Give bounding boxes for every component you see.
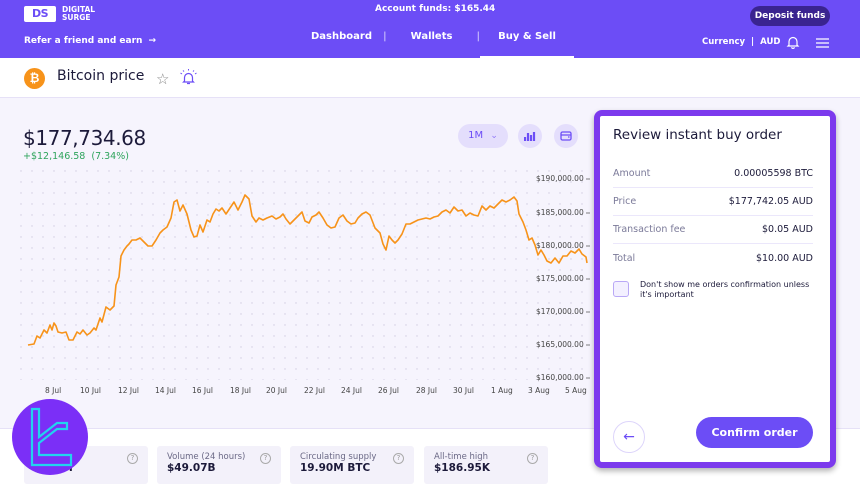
range-value: 1M xyxy=(468,130,484,141)
change-percent: (7.34%) xyxy=(91,151,129,162)
y-axis-label: $165,000.00 xyxy=(536,340,584,349)
wallet-button[interactable] xyxy=(554,124,578,148)
price-line xyxy=(27,194,588,346)
stat-all-time-high: All-time high $186.95K ? xyxy=(424,446,548,484)
y-axis-label: $170,000.00 xyxy=(536,307,584,316)
y-axis-label: $175,000.00 xyxy=(536,274,584,283)
account-funds: Account funds: $165.44 xyxy=(375,4,496,14)
bar-chart-icon xyxy=(523,132,536,141)
order-row-price: Price $177,742.05 AUD xyxy=(613,188,813,216)
x-axis-label: 16 Jul xyxy=(192,386,213,395)
price-alert-icon[interactable] xyxy=(180,69,197,86)
x-axis-label: 24 Jul xyxy=(341,386,362,395)
notification-bell-icon[interactable] xyxy=(786,35,800,49)
help-icon[interactable]: ? xyxy=(127,453,138,464)
help-icon[interactable]: ? xyxy=(393,453,404,464)
x-axis-label: 14 Jul xyxy=(155,386,176,395)
row-label: Price xyxy=(613,196,637,207)
arrow-right-icon: → xyxy=(148,36,156,46)
dont-show-confirmation-checkbox[interactable] xyxy=(613,281,629,297)
currency-divider: | xyxy=(751,37,755,47)
back-button[interactable]: ← xyxy=(613,421,645,453)
confirm-order-button[interactable]: Confirm order xyxy=(696,417,813,448)
arrow-left-icon: ← xyxy=(623,429,635,445)
checkbox-label: Don't show me orders confirmation unless… xyxy=(640,280,810,299)
row-value: 0.00005598 BTC xyxy=(734,168,813,179)
asset-header xyxy=(0,58,860,98)
nav-dashboard[interactable]: Dashboard xyxy=(311,31,372,42)
help-icon[interactable]: ? xyxy=(260,453,271,464)
change-absolute: +$12,146.58 xyxy=(23,151,86,162)
stat-circulating-supply: Circulating supply 19.90M BTC ? xyxy=(290,446,414,484)
page-title: Bitcoin price xyxy=(57,68,145,84)
chart-type-button[interactable] xyxy=(518,124,542,148)
x-axis-label: 5 Aug xyxy=(565,386,587,395)
x-axis-label: 12 Jul xyxy=(118,386,139,395)
row-value: $0.05 AUD xyxy=(762,224,813,235)
top-navigation-bar: DS DIGITAL SURGE Refer a friend and earn… xyxy=(0,0,860,58)
logo-line-1: DIGITAL xyxy=(62,5,96,14)
tc-logo-icon xyxy=(30,407,73,467)
modal-title: Review instant buy order xyxy=(613,127,782,143)
y-axis-label: $160,000.00 xyxy=(536,373,584,382)
logo-line-2: SURGE xyxy=(62,13,91,22)
row-label: Transaction fee xyxy=(613,224,686,235)
stat-label: Volume (24 hours) xyxy=(167,452,246,462)
x-axis-label: 10 Jul xyxy=(80,386,101,395)
stat-value: $49.07B xyxy=(167,462,216,474)
order-row-amount: Amount 0.00005598 BTC xyxy=(613,160,813,188)
stat-label: All-time high xyxy=(434,452,489,462)
watermark-logo xyxy=(12,399,88,475)
price-change: +$12,146.58 (7.34%) xyxy=(23,151,129,162)
x-axis-label: 22 Jul xyxy=(304,386,325,395)
currency-selector[interactable]: Currency | AUD xyxy=(702,37,780,47)
stat-volume: Volume (24 hours) $49.07B ? xyxy=(157,446,281,484)
row-value: $10.00 AUD xyxy=(755,252,813,264)
nav-buy-sell[interactable]: Buy & Sell xyxy=(480,30,574,58)
x-axis-label: 18 Jul xyxy=(230,386,251,395)
nav-divider: | xyxy=(476,31,481,42)
x-axis-label: 26 Jul xyxy=(378,386,399,395)
y-axis-label: $180,000.00 xyxy=(536,241,584,250)
deposit-funds-button[interactable]: Deposit funds xyxy=(750,6,830,26)
favorite-star-icon[interactable]: ☆ xyxy=(156,70,170,88)
x-axis-label: 8 Jul xyxy=(45,386,62,395)
logo-mark: DS xyxy=(24,6,56,22)
y-axis-label: $185,000.00 xyxy=(536,208,584,217)
logo-text: DIGITAL SURGE xyxy=(62,6,95,22)
currency-label: Currency xyxy=(702,37,746,47)
price-chart[interactable] xyxy=(20,170,592,400)
x-axis-label: 20 Jul xyxy=(266,386,287,395)
current-price: $177,734.68 xyxy=(23,126,146,150)
stat-label: Circulating supply xyxy=(300,452,377,462)
order-row-fee: Transaction fee $0.05 AUD xyxy=(613,216,813,244)
range-selector[interactable]: 1M ⌄ xyxy=(458,124,508,148)
help-icon[interactable]: ? xyxy=(527,453,538,464)
order-row-total: Total $10.00 AUD xyxy=(613,244,813,272)
x-axis-label: 30 Jul xyxy=(453,386,474,395)
stat-value: $186.95K xyxy=(434,462,490,474)
nav-divider: | xyxy=(383,31,387,42)
x-axis-label: 3 Aug xyxy=(528,386,550,395)
row-label: Amount xyxy=(613,168,651,179)
currency-value: AUD xyxy=(760,37,781,47)
review-order-modal: Review instant buy order Amount 0.000055… xyxy=(594,110,836,468)
refer-label: Refer a friend and earn xyxy=(24,36,143,46)
wallet-icon xyxy=(560,131,572,141)
main-nav: Dashboard | Wallets | Buy & Sell xyxy=(300,30,574,58)
stat-value: 19.90M BTC xyxy=(300,462,371,474)
refer-friend-link[interactable]: Refer a friend and earn → xyxy=(24,36,156,46)
y-axis-label: $190,000.00 xyxy=(536,174,584,183)
hamburger-menu-icon[interactable] xyxy=(816,38,829,48)
row-value: $177,742.05 AUD xyxy=(728,196,813,207)
digital-surge-logo[interactable]: DS DIGITAL SURGE xyxy=(24,6,95,22)
row-label: Total xyxy=(613,252,636,264)
x-axis-label: 28 Jul xyxy=(416,386,437,395)
chevron-down-icon: ⌄ xyxy=(490,131,498,141)
nav-wallets[interactable]: Wallets xyxy=(410,31,453,42)
x-axis-label: 1 Aug xyxy=(491,386,513,395)
bitcoin-icon: ₿ xyxy=(24,68,45,89)
